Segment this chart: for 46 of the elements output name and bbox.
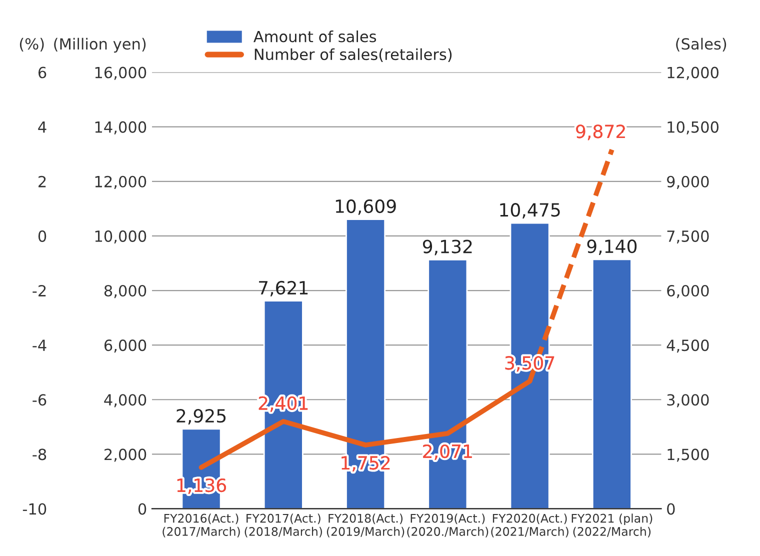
- y-tick-label: 0: [138, 503, 146, 515]
- y2-axis-title: (Sales): [676, 38, 726, 52]
- data-label: 9,872: [576, 124, 625, 140]
- y3-tick-label: 2: [38, 176, 46, 188]
- y-tick-label: 8,000: [104, 284, 146, 298]
- y2-tick-label: 0: [667, 503, 675, 515]
- y3-tick-label: -2: [32, 284, 46, 296]
- data-label: 10,475: [500, 203, 560, 219]
- y-tick-label: 14,000: [95, 121, 146, 134]
- y2-tick-label: 7,500: [667, 230, 709, 244]
- y2-tick-label: 4,500: [666, 340, 709, 353]
- y-tick-label: 6,000: [104, 340, 146, 353]
- y-axis-title: (Million yen): [54, 38, 146, 53]
- legend-label: Number of sales(retailers): [254, 48, 452, 62]
- data-label: 9,140: [587, 239, 637, 255]
- data-label: 7,621: [259, 280, 308, 296]
- data-label: 9,132: [422, 240, 472, 256]
- y3-tick-label: -8: [32, 448, 46, 460]
- y3-tick-label: 4: [38, 122, 46, 133]
- x-tick-label: FY2021 (plan) (2022/March): [572, 514, 652, 538]
- x-tick-label: FY2018(Act.) (2019/March): [326, 514, 404, 538]
- y3-tick-label: -6: [32, 394, 46, 406]
- y2-tick-label: 12,000: [668, 66, 719, 80]
- y-tick-label: 10,000: [95, 230, 146, 244]
- y3-tick-label: -4: [32, 340, 46, 351]
- x-tick-label: FY2019(Act.) (2020./March): [407, 514, 488, 538]
- y3-tick-label: 6: [38, 66, 46, 78]
- legend-label: Amount of sales: [254, 30, 376, 42]
- y2-tick-label: 1,500: [668, 448, 709, 462]
- data-label: 2,925: [176, 409, 226, 425]
- y2-tick-label: 10,500: [668, 121, 719, 134]
- y3-tick-label: 0: [38, 230, 46, 242]
- y3-tick-label: -10: [22, 503, 46, 515]
- y3-axis-title: (%): [20, 38, 44, 52]
- x-tick-label: FY2020(Act.) (2021/March): [491, 514, 568, 538]
- y-tick-label: 16,000: [95, 66, 146, 80]
- y2-tick-label: 6,000: [667, 284, 709, 298]
- bar: [592, 258, 632, 509]
- x-tick-label: FY2016(Act.) (2017/March): [162, 514, 240, 538]
- y-tick-label: 2,000: [104, 448, 146, 462]
- data-label: 10,609: [336, 199, 396, 215]
- y2-tick-label: 3,000: [667, 394, 709, 408]
- y2-tick-label: 9,000: [667, 176, 709, 189]
- y-tick-label: 4,000: [104, 394, 146, 408]
- x-tick-label: FY2017(Act.) (2018/March): [244, 514, 322, 538]
- y-tick-label: 12,000: [95, 176, 146, 189]
